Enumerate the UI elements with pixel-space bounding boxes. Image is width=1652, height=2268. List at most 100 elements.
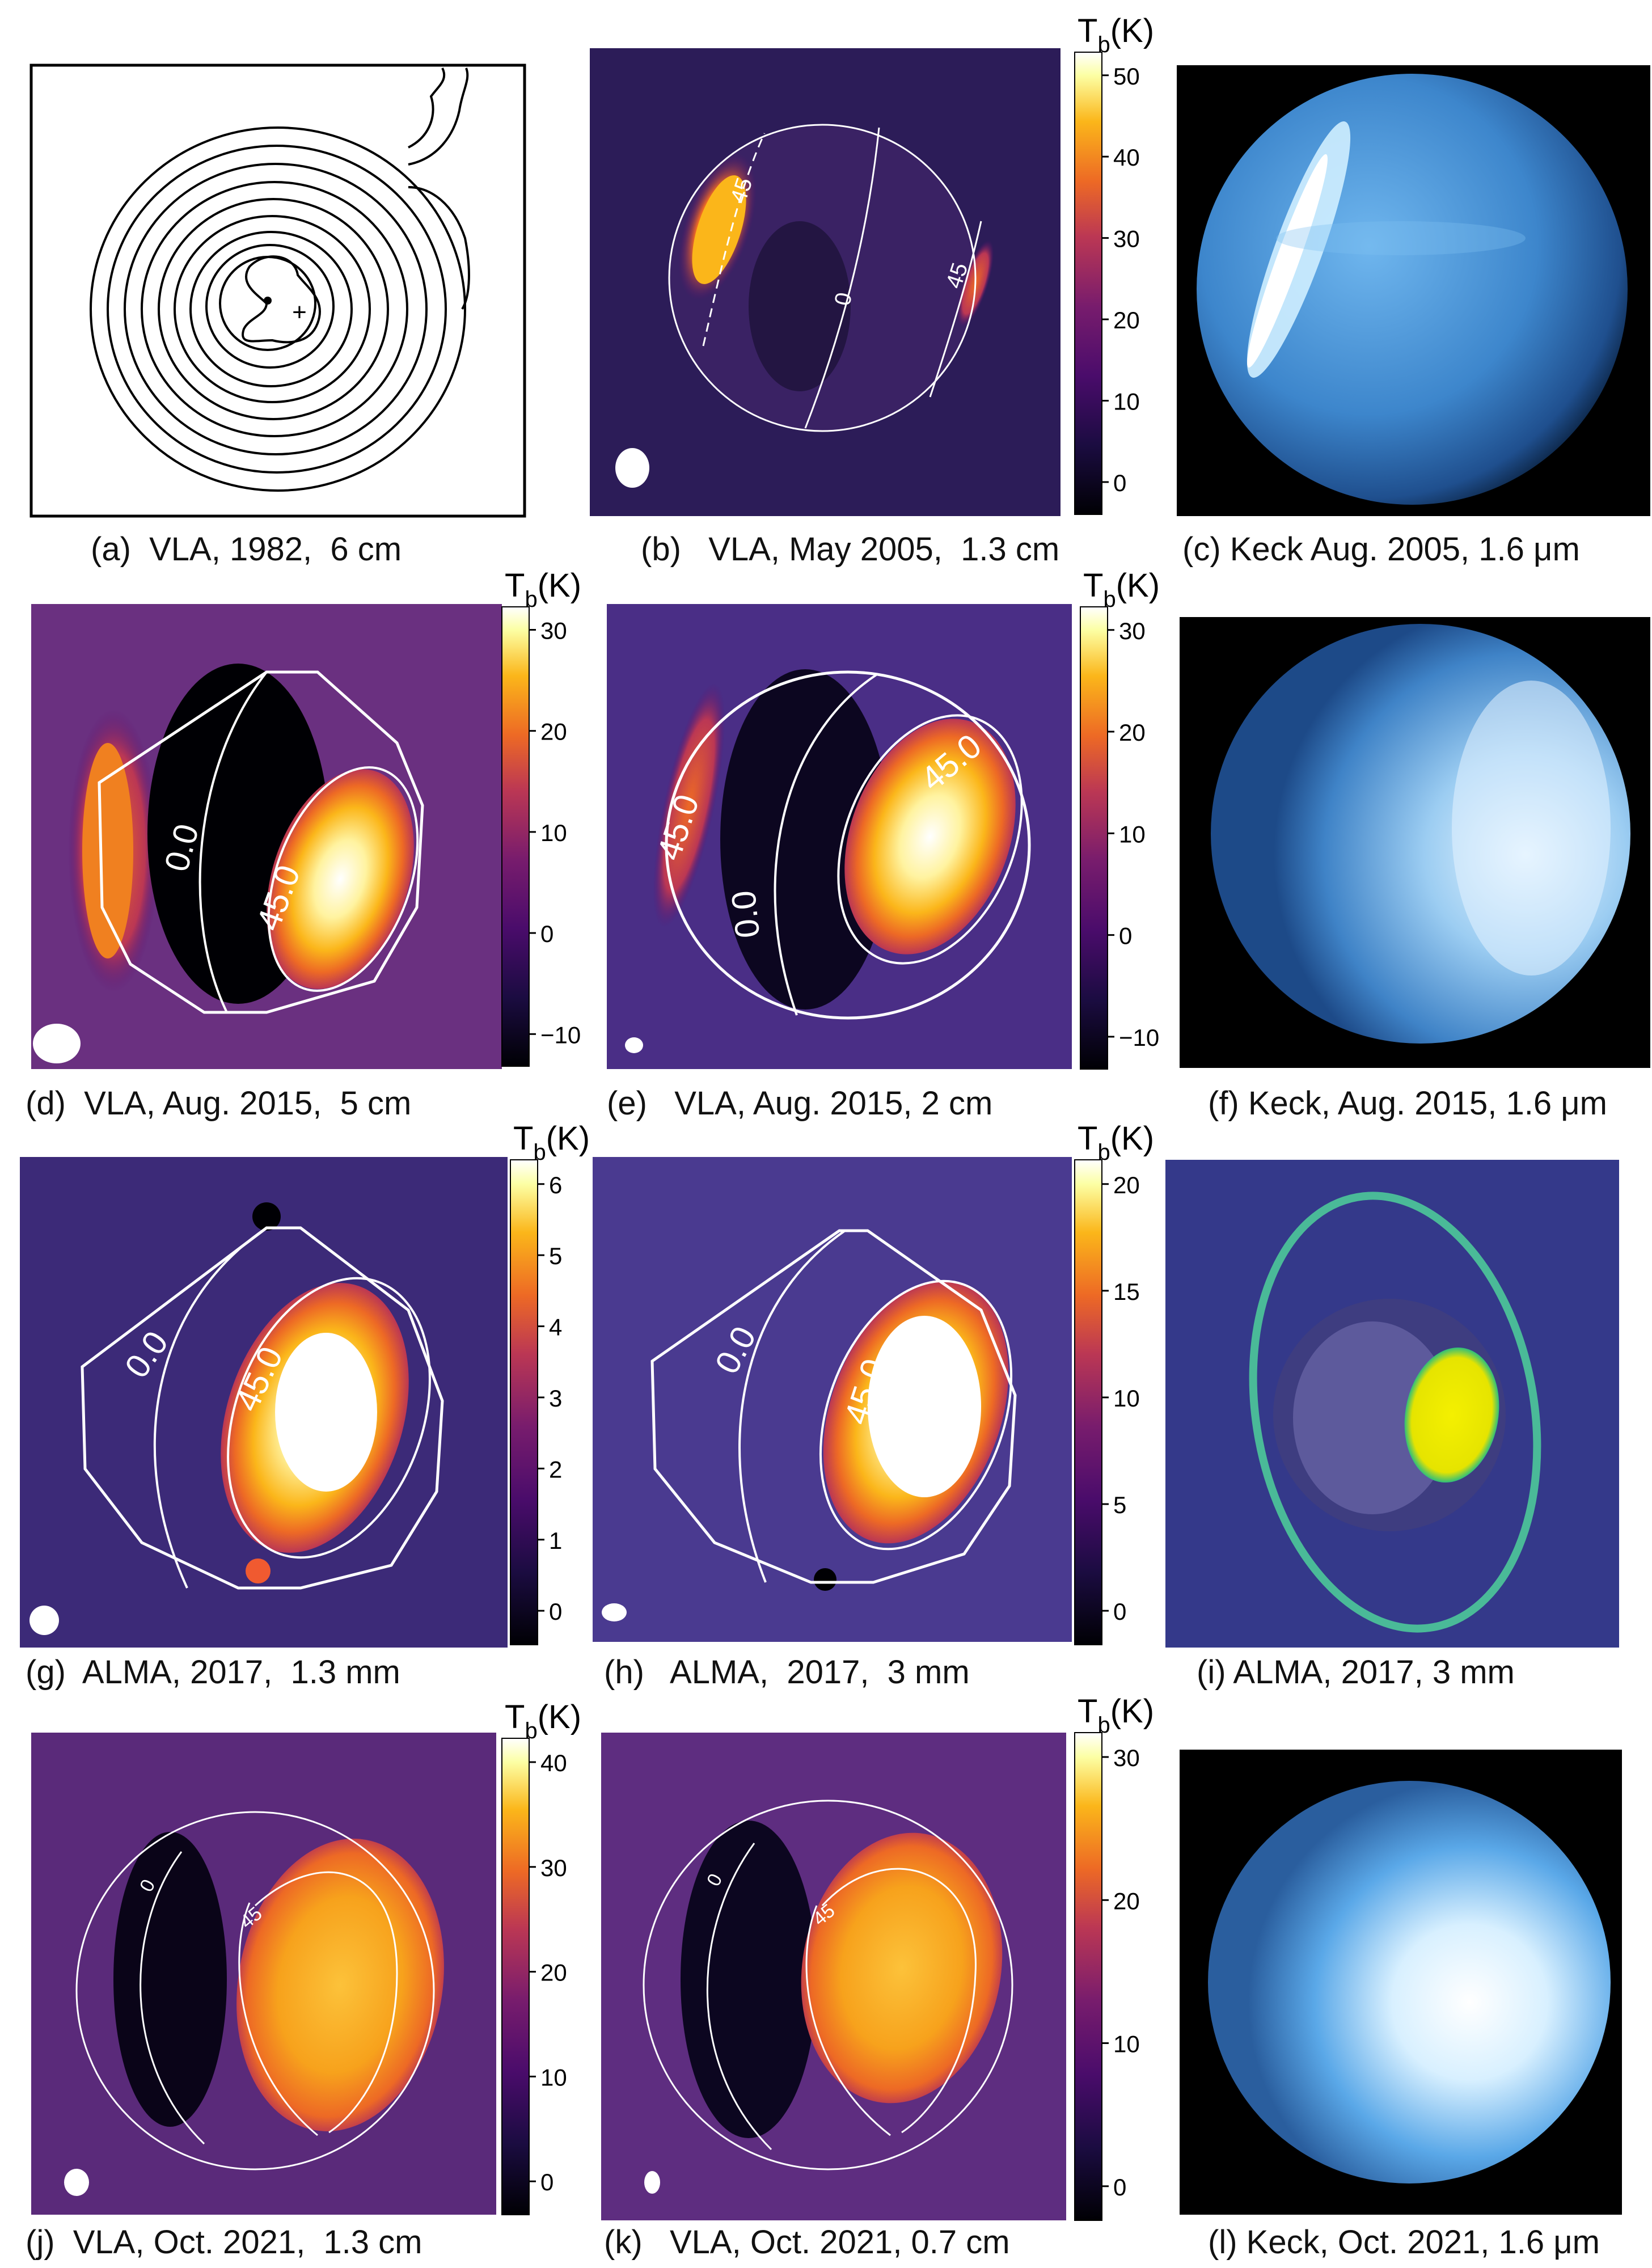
colorbar-k-bar bbox=[1074, 1732, 1102, 2221]
colorbar-b-tick: 50 bbox=[1113, 63, 1140, 90]
panel-b-contour-45-left bbox=[702, 133, 766, 347]
panel-b bbox=[590, 48, 1061, 516]
colorbar-k-tick: 20 bbox=[1113, 1887, 1140, 1914]
colorbar-e-title: Tb(K) bbox=[1083, 567, 1160, 612]
panel-h-beam bbox=[602, 1603, 627, 1621]
colorbar-d-title: Tb(K) bbox=[505, 567, 581, 612]
caption-i: (i) ALMA, 2017, 3 mm bbox=[1197, 1654, 1515, 1691]
panel-a: + bbox=[29, 64, 526, 518]
colorbar-b-tick: 10 bbox=[1113, 388, 1140, 415]
colorbar-d-tick: 30 bbox=[540, 618, 567, 644]
colorbar-g-tick: 6 bbox=[549, 1172, 562, 1198]
colorbar-g-title: Tb(K) bbox=[513, 1120, 590, 1165]
panel-g-contour-45 bbox=[227, 1277, 431, 1559]
panel-j-contour-45 bbox=[254, 1871, 398, 2134]
colorbar-j-bar bbox=[501, 1738, 530, 2215]
panel-b-contour-45-right bbox=[929, 221, 982, 398]
panel-h-contour-45 bbox=[819, 1279, 1013, 1551]
caption-b: (b) VLA, May 2005, 1.3 cm bbox=[641, 531, 1060, 568]
colorbar-j-tick: 40 bbox=[540, 1750, 567, 1776]
colorbar-b-bar bbox=[1074, 52, 1102, 515]
panel-k-limb bbox=[643, 1800, 1013, 2170]
panel-k-contour-45 bbox=[821, 1868, 977, 2134]
caption-c: (c) Keck Aug. 2005, 1.6 μm bbox=[1182, 531, 1580, 568]
colorbar-e-tick: 30 bbox=[1119, 618, 1146, 644]
caption-a: (a) VLA, 1982, 6 cm bbox=[91, 531, 402, 568]
colorbar-j-title: Tb(K) bbox=[505, 1699, 581, 1743]
panel-a-plus: + bbox=[292, 298, 307, 326]
colorbar-d-tick: −10 bbox=[540, 1021, 581, 1048]
panel-k-beam bbox=[644, 2171, 660, 2194]
colorbar-e: Tb(K) 30 20 10 0 −10 bbox=[1080, 567, 1160, 1070]
colorbar-j-tick: 10 bbox=[540, 2064, 567, 2090]
caption-f: (f) Keck, Aug. 2015, 1.6 μm bbox=[1208, 1085, 1607, 1122]
colorbar-b-tick: 30 bbox=[1113, 226, 1140, 252]
contour-label-e: 0.0 bbox=[724, 889, 767, 940]
panel-h-contour-0 bbox=[738, 1230, 846, 1583]
panel-g-contour-0 bbox=[153, 1227, 268, 1589]
colorbar-g-tick: 3 bbox=[549, 1385, 562, 1412]
caption-g: (g) ALMA, 2017, 1.3 mm bbox=[26, 1654, 400, 1691]
caption-d: (d) VLA, Aug. 2015, 5 cm bbox=[26, 1085, 412, 1122]
colorbar-k-title: Tb(K) bbox=[1078, 1693, 1154, 1738]
panel-e bbox=[607, 604, 1072, 1069]
colorbar-j-tick: 20 bbox=[540, 1959, 567, 1986]
panel-j-contour-0 bbox=[140, 1851, 205, 2145]
panel-h-limb bbox=[650, 1229, 1017, 1584]
panel-a-dot bbox=[264, 297, 272, 305]
panel-g-beam bbox=[29, 1606, 59, 1635]
colorbar-j: Tb(K) 40 30 20 10 0 bbox=[501, 1699, 581, 2215]
colorbar-d-tick: 10 bbox=[540, 820, 567, 846]
colorbar-d-bar bbox=[501, 606, 530, 1067]
panel-d-limb bbox=[98, 670, 424, 1014]
panel-d-contour-45 bbox=[267, 766, 419, 992]
caption-h: (h) ALMA, 2017, 3 mm bbox=[604, 1654, 970, 1691]
colorbar-d: Tb(K) 30 20 10 0 −10 bbox=[501, 567, 581, 1067]
colorbar-b: Tb(K) 50 40 30 20 10 0 bbox=[1074, 12, 1154, 515]
colorbar-h-title: Tb(K) bbox=[1078, 1120, 1154, 1165]
colorbar-h-tick: 0 bbox=[1113, 1598, 1126, 1625]
colorbar-g-tick: 5 bbox=[549, 1243, 562, 1269]
colorbar-g-tick: 2 bbox=[549, 1456, 562, 1483]
caption-l: (l) Keck, Oct. 2021, 1.6 μm bbox=[1208, 2224, 1600, 2261]
panel-k bbox=[601, 1733, 1066, 2220]
colorbar-e-bar bbox=[1080, 606, 1108, 1070]
colorbar-h-bar bbox=[1074, 1159, 1102, 1645]
colorbar-g: Tb(K) 6 5 4 3 2 1 0 bbox=[510, 1120, 590, 1645]
panel-d-beam bbox=[33, 1024, 81, 1063]
colorbar-b-title: Tb(K) bbox=[1078, 12, 1154, 57]
panel-f bbox=[1180, 617, 1650, 1068]
colorbar-e-tick: 20 bbox=[1119, 719, 1146, 746]
colorbar-h-tick: 5 bbox=[1113, 1492, 1126, 1518]
panel-j-beam bbox=[64, 2169, 89, 2196]
colorbar-g-tick: 0 bbox=[549, 1598, 562, 1625]
panel-b-limb bbox=[668, 124, 977, 432]
colorbar-g-tick: 1 bbox=[549, 1527, 562, 1554]
panel-h bbox=[593, 1157, 1072, 1642]
panel-d bbox=[31, 604, 502, 1069]
colorbar-h-tick: 20 bbox=[1113, 1172, 1140, 1198]
caption-k: (k) VLA, Oct. 2021, 0.7 cm bbox=[604, 2224, 1010, 2261]
colorbar-b-tick: 40 bbox=[1113, 144, 1140, 171]
colorbar-h-tick: 10 bbox=[1113, 1385, 1140, 1412]
panel-l-planet bbox=[1208, 1781, 1611, 2183]
panel-i-hotspot bbox=[1404, 1347, 1499, 1483]
panel-e-beam bbox=[625, 1037, 643, 1053]
panel-e-limb bbox=[665, 670, 1031, 1020]
panel-e-contour-45 bbox=[837, 714, 1023, 965]
colorbar-k-tick: 0 bbox=[1113, 2174, 1126, 2201]
panel-g bbox=[20, 1157, 508, 1648]
colorbar-e-tick: 10 bbox=[1119, 821, 1146, 847]
panel-b-contour-0 bbox=[804, 127, 880, 429]
colorbar-k-tick: 30 bbox=[1113, 1745, 1140, 1771]
colorbar-d-tick: 0 bbox=[540, 920, 554, 947]
panel-d-contour-0 bbox=[198, 671, 268, 1013]
panel-b-beam bbox=[615, 448, 649, 488]
colorbar-e-tick: −10 bbox=[1119, 1024, 1159, 1051]
panel-i-ring bbox=[1249, 1192, 1541, 1633]
panel-e-contour-0 bbox=[774, 674, 877, 1016]
colorbar-g-tick: 4 bbox=[549, 1314, 562, 1341]
panel-a-contours bbox=[90, 67, 470, 492]
colorbar-k-tick: 10 bbox=[1113, 2031, 1140, 2058]
